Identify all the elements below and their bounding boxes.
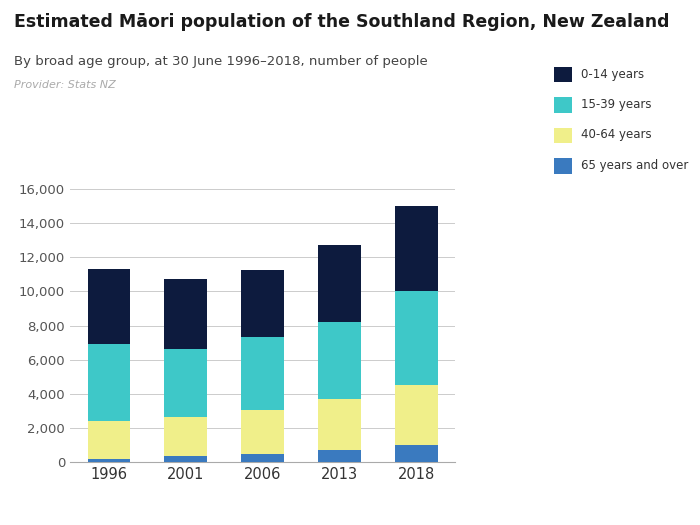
- Bar: [395, 291, 438, 385]
- Bar: [318, 245, 360, 322]
- Bar: [241, 337, 284, 410]
- Bar: [318, 450, 360, 462]
- Bar: [88, 421, 130, 459]
- Text: 40-64 years: 40-64 years: [581, 129, 652, 141]
- Bar: [241, 454, 284, 462]
- Bar: [164, 456, 206, 462]
- Text: 15-39 years: 15-39 years: [581, 98, 652, 111]
- Bar: [395, 445, 438, 462]
- Bar: [318, 399, 360, 450]
- Bar: [395, 206, 438, 291]
- Text: 65 years and over: 65 years and over: [581, 159, 688, 172]
- Bar: [318, 322, 360, 399]
- Text: figure.nz: figure.nz: [575, 22, 666, 40]
- Text: 0-14 years: 0-14 years: [581, 68, 644, 80]
- Bar: [88, 269, 130, 344]
- Text: Provider: Stats NZ: Provider: Stats NZ: [14, 80, 116, 90]
- Bar: [88, 459, 130, 462]
- Bar: [241, 410, 284, 454]
- Bar: [164, 279, 206, 349]
- Bar: [164, 349, 206, 417]
- Bar: [88, 344, 130, 421]
- Bar: [164, 417, 206, 456]
- Bar: [395, 385, 438, 445]
- Bar: [241, 270, 284, 337]
- Text: By broad age group, at 30 June 1996–2018, number of people: By broad age group, at 30 June 1996–2018…: [14, 55, 428, 68]
- Text: Estimated Māori population of the Southland Region, New Zealand: Estimated Māori population of the Southl…: [14, 13, 669, 31]
